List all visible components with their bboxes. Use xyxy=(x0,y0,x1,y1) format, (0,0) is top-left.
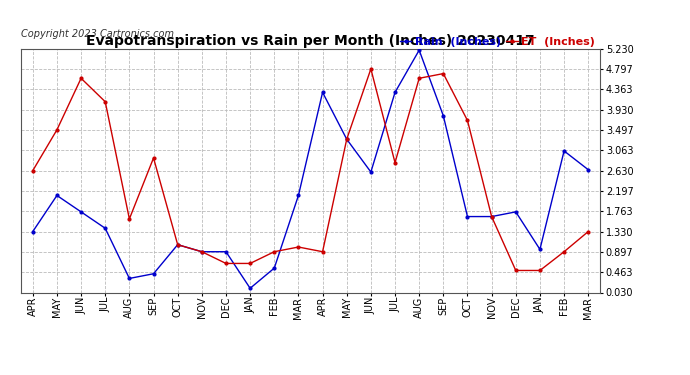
ET  (Inches) xyxy=(584,230,592,234)
Rain  (Inches) xyxy=(415,48,423,52)
ET  (Inches) xyxy=(535,268,544,273)
Rain  (Inches) xyxy=(221,249,230,254)
ET  (Inches) xyxy=(77,76,85,81)
ET  (Inches) xyxy=(149,156,157,160)
Rain  (Inches) xyxy=(511,210,520,214)
ET  (Inches) xyxy=(342,137,351,141)
ET  (Inches) xyxy=(391,160,399,165)
Rain  (Inches) xyxy=(366,170,375,174)
Rain  (Inches) xyxy=(197,249,206,254)
Rain  (Inches) xyxy=(294,193,302,198)
Rain  (Inches) xyxy=(463,214,471,219)
ET  (Inches) xyxy=(101,99,109,104)
Rain  (Inches) xyxy=(125,276,133,280)
ET  (Inches) xyxy=(270,249,278,254)
Line: ET  (Inches): ET (Inches) xyxy=(30,66,591,273)
Rain  (Inches) xyxy=(52,193,61,198)
Rain  (Inches) xyxy=(149,272,157,276)
ET  (Inches) xyxy=(221,261,230,266)
Title: Evapotranspiration vs Rain per Month (Inches) 20230417: Evapotranspiration vs Rain per Month (In… xyxy=(86,34,535,48)
Rain  (Inches) xyxy=(560,149,568,153)
Rain  (Inches) xyxy=(77,210,85,214)
ET  (Inches) xyxy=(294,245,302,249)
ET  (Inches) xyxy=(487,214,495,219)
Rain  (Inches) xyxy=(487,214,495,219)
ET  (Inches) xyxy=(246,261,254,266)
ET  (Inches) xyxy=(463,118,471,123)
Rain  (Inches) xyxy=(439,114,447,118)
Text: Copyright 2023 Cartronics.com: Copyright 2023 Cartronics.com xyxy=(21,29,174,39)
Legend: Rain  (Inches), ET  (Inches): Rain (Inches), ET (Inches) xyxy=(400,37,595,47)
ET  (Inches) xyxy=(560,249,568,254)
Line: Rain  (Inches): Rain (Inches) xyxy=(30,47,591,291)
ET  (Inches) xyxy=(318,249,326,254)
ET  (Inches) xyxy=(125,217,133,221)
ET  (Inches) xyxy=(197,249,206,254)
ET  (Inches) xyxy=(415,76,423,81)
ET  (Inches) xyxy=(511,268,520,273)
Rain  (Inches) xyxy=(535,247,544,252)
Rain  (Inches) xyxy=(584,168,592,172)
ET  (Inches) xyxy=(52,128,61,132)
Rain  (Inches) xyxy=(173,243,181,247)
Rain  (Inches) xyxy=(246,286,254,291)
Rain  (Inches) xyxy=(318,90,326,94)
ET  (Inches) xyxy=(439,71,447,76)
Rain  (Inches) xyxy=(101,226,109,231)
ET  (Inches) xyxy=(29,168,37,173)
ET  (Inches) xyxy=(366,67,375,71)
Rain  (Inches) xyxy=(391,90,399,94)
Rain  (Inches) xyxy=(342,137,351,141)
Rain  (Inches) xyxy=(29,230,37,234)
ET  (Inches) xyxy=(173,243,181,247)
Rain  (Inches) xyxy=(270,266,278,270)
